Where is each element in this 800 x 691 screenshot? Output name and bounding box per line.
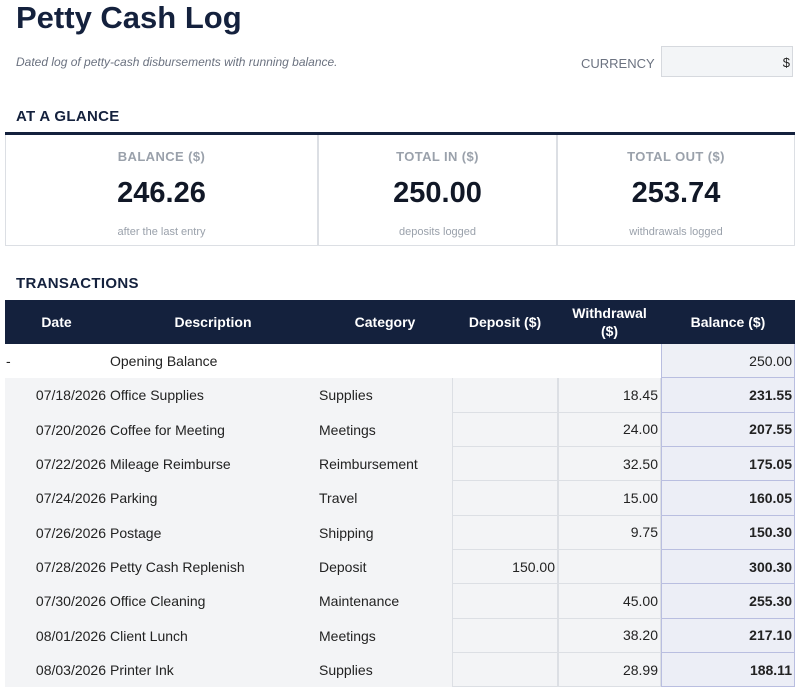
- deposit-cell: [452, 446, 558, 482]
- balance-cell: 300.30: [661, 549, 795, 585]
- description-cell: Office Cleaning: [108, 584, 318, 619]
- category-cell: Reimbursement: [318, 446, 452, 482]
- column-header: Date: [41, 314, 72, 330]
- category-cell: Supplies: [318, 652, 452, 688]
- deposit-cell: 150.00: [452, 549, 558, 585]
- section-heading: AT A GLANCE: [16, 108, 120, 125]
- table-row: 07/20/2026 Coffee for Meeting Meetings 24.0…: [5, 412, 795, 447]
- withdrawal-cell: 28.99: [558, 652, 661, 688]
- card-value: 246.26: [117, 177, 206, 209]
- category-cell: Travel: [318, 481, 452, 516]
- balance-cell: 188.11: [661, 652, 795, 688]
- column-header: Withdrawal ($): [572, 305, 647, 339]
- table-header: Date Description Category Deposit ($) Withdr…: [5, 300, 795, 344]
- date-cell: 07/30/2026: [5, 584, 108, 619]
- description-cell: Client Lunch: [108, 618, 318, 653]
- title: Petty Cash Log: [16, 0, 242, 35]
- subtitle: Dated log of petty-cash disbursements wi…: [16, 55, 338, 69]
- description-cell: Office Supplies: [108, 378, 318, 413]
- currency-input[interactable]: $: [661, 46, 793, 77]
- summary-cards: BALANCE ($) 246.26 after the last entry TOT…: [5, 132, 795, 246]
- balance-cell: 160.05: [661, 481, 795, 516]
- table-row: 07/26/2026 Postage Shipping 9.75 150.30: [5, 515, 795, 550]
- withdrawal-cell: 38.20: [558, 618, 661, 653]
- balance-cell: 150.30: [661, 515, 795, 550]
- withdrawal-cell: [558, 549, 661, 585]
- date-cell: 07/26/2026: [5, 515, 108, 550]
- deposit-cell: [452, 344, 558, 379]
- withdrawal-cell: 15.00: [558, 481, 661, 516]
- table-row: 07/28/2026 Petty Cash Replenish Deposit 150…: [5, 549, 795, 585]
- section-heading: TRANSACTIONS: [16, 275, 139, 292]
- description-cell: Mileage Reimburse: [108, 446, 318, 482]
- category-cell: Meetings: [318, 618, 452, 653]
- deposit-cell: [452, 481, 558, 516]
- table-row: 07/24/2026 Parking Travel 15.00 160.05: [5, 481, 795, 516]
- card-value: 253.74: [631, 177, 721, 209]
- description-cell: Postage: [108, 515, 318, 550]
- description-cell: Printer Ink: [108, 652, 318, 688]
- column-header: Deposit ($): [468, 314, 542, 330]
- card-note: withdrawals logged: [629, 226, 723, 238]
- deposit-cell: [452, 412, 558, 447]
- card-note: deposits logged: [398, 226, 477, 238]
- table-row: - Opening Balance 250.00: [5, 344, 795, 379]
- column-header: Category: [354, 314, 416, 330]
- category-cell: Maintenance: [318, 584, 452, 619]
- date-cell: 07/18/2026: [5, 378, 108, 413]
- table-row: 08/01/2026 Client Lunch Meetings 38.20 217.1…: [5, 618, 795, 653]
- date-cell: 07/24/2026: [5, 481, 108, 516]
- date-cell: -: [5, 344, 108, 379]
- withdrawal-cell: 18.45: [558, 378, 661, 413]
- balance-cell: 217.10: [661, 618, 795, 653]
- date-cell: 08/03/2026: [5, 652, 108, 688]
- date-cell: 07/28/2026: [5, 549, 108, 585]
- category-cell: [318, 344, 452, 379]
- withdrawal-cell: [558, 344, 661, 379]
- card-label: TOTAL OUT ($): [627, 149, 725, 164]
- balance-cell: 175.05: [661, 446, 795, 482]
- withdrawal-cell: 24.00: [558, 412, 661, 447]
- date-cell: 08/01/2026: [5, 618, 108, 653]
- table-row: 07/18/2026 Office Supplies Supplies 18.45 23…: [5, 378, 795, 413]
- deposit-cell: [452, 378, 558, 413]
- date-cell: 07/20/2026: [5, 412, 108, 447]
- description-cell: Coffee for Meeting: [108, 412, 318, 447]
- category-cell: Meetings: [318, 412, 452, 447]
- withdrawal-cell: 9.75: [558, 515, 661, 550]
- balance-cell: 207.55: [661, 412, 795, 447]
- description-cell: Parking: [108, 481, 318, 516]
- category-cell: Deposit: [318, 549, 452, 585]
- category-cell: Supplies: [318, 378, 452, 413]
- column-header: Balance ($): [690, 314, 766, 330]
- currency-label: CURRENCY: [581, 56, 655, 71]
- deposit-cell: [452, 618, 558, 653]
- table-row: 08/03/2026 Printer Ink Supplies 28.99 188.11: [5, 652, 795, 688]
- table-row: 07/22/2026 Mileage Reimburse Reimbursement…: [5, 446, 795, 482]
- description-cell: Petty Cash Replenish: [108, 549, 318, 585]
- card-label: BALANCE ($): [117, 149, 206, 164]
- summary-card: TOTAL OUT ($) 253.74 withdrawals logged: [557, 135, 795, 246]
- withdrawal-cell: 45.00: [558, 584, 661, 619]
- deposit-cell: [452, 515, 558, 550]
- deposit-cell: [452, 652, 558, 688]
- category-cell: Shipping: [318, 515, 452, 550]
- description-cell: Opening Balance: [108, 344, 318, 379]
- deposit-cell: [452, 584, 558, 619]
- table-row: 07/30/2026 Office Cleaning Maintenance 45.0…: [5, 584, 795, 619]
- card-note: after the last entry: [117, 226, 206, 238]
- balance-cell: 231.55: [661, 378, 795, 413]
- withdrawal-cell: 32.50: [558, 446, 661, 482]
- card-value: 250.00: [393, 177, 482, 209]
- balance-cell: 250.00: [661, 344, 795, 379]
- summary-card: TOTAL IN ($) 250.00 deposits logged: [318, 135, 557, 246]
- summary-card: BALANCE ($) 246.26 after the last entry: [5, 135, 318, 246]
- date-cell: 07/22/2026: [5, 446, 108, 482]
- balance-cell: 255.30: [661, 584, 795, 619]
- column-header: Description: [174, 314, 252, 330]
- card-label: TOTAL IN ($): [396, 149, 479, 164]
